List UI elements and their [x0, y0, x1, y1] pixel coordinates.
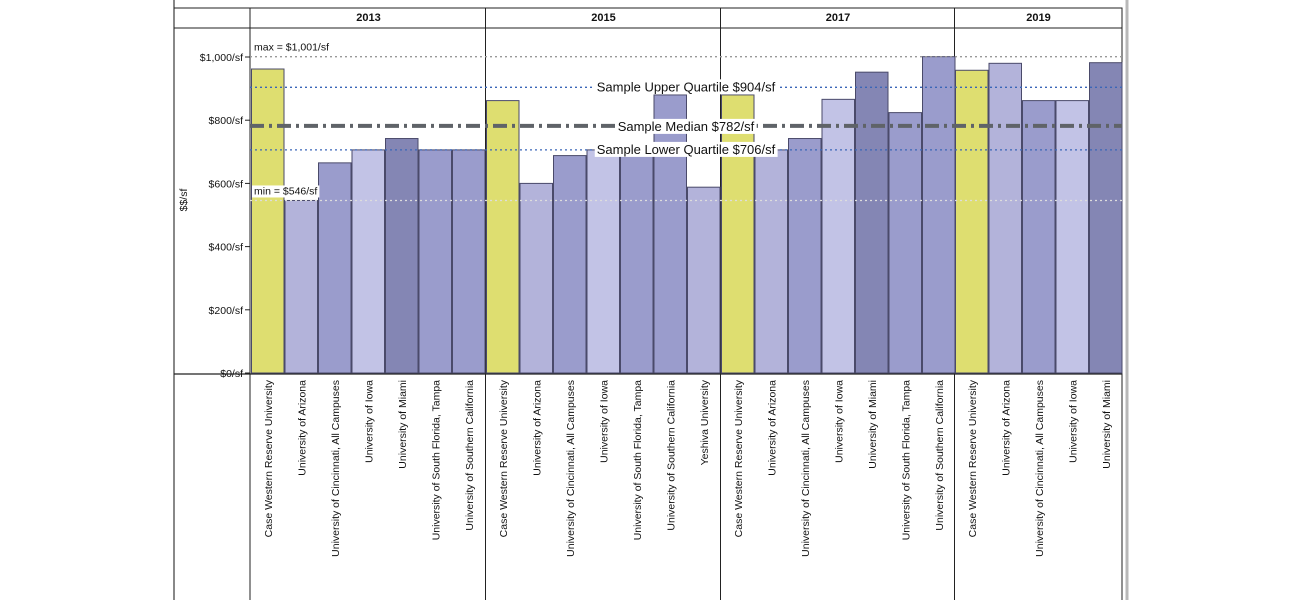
bar: [821, 98, 855, 374]
bar: [687, 186, 721, 374]
bar: [284, 199, 318, 374]
x-tick-label: Yeshiva University: [699, 379, 711, 465]
reference-label-lower-quartile-bg: [594, 141, 778, 157]
bar: [385, 138, 419, 374]
y-tick-label: $600/sf: [209, 178, 244, 190]
panel-year-2017: 2017: [826, 12, 850, 24]
bar: [519, 182, 553, 374]
x-tick-label: University of Southern California: [934, 380, 946, 531]
x-tick-label: University of Miami: [397, 380, 409, 469]
panel-year-2013: 2013: [356, 12, 380, 24]
y-tick-label: $800/sf: [209, 115, 244, 127]
x-tick-label: University of Miami: [1101, 380, 1113, 469]
bar: [855, 71, 889, 374]
x-tick-label: University of Cincinnati, All Campuses: [565, 380, 577, 557]
x-tick-label: Case Western Reserve University: [263, 379, 275, 537]
x-tick-label: University of Iowa: [1067, 380, 1079, 463]
bar: [988, 62, 1022, 374]
y-tick-label: $0/sf: [220, 368, 243, 380]
bar: [1089, 62, 1123, 374]
bar: [351, 149, 385, 374]
reference-label-upper-quartile: Sample Upper Quartile $904/sf: [597, 79, 776, 94]
x-tick-label: Case Western Reserve University: [498, 379, 510, 537]
reference-label-min: min = $546/sf: [254, 185, 317, 197]
reference-label-max: max = $1,001/sf: [254, 42, 329, 54]
x-tick-label: University of South Florida, Tampa: [632, 380, 644, 540]
reference-label-max-bg: [252, 41, 332, 54]
y-tick-label: $200/sf: [209, 305, 244, 317]
bar: [1022, 100, 1056, 374]
x-tick-label: University of Iowa: [598, 380, 610, 463]
reference-label-median-bg: [615, 118, 757, 134]
bar: [721, 94, 755, 374]
x-tick-label: University of Cincinnati, All Campuses: [800, 380, 812, 557]
x-tick-label: Case Western Reserve University: [967, 379, 979, 537]
x-tick-label: University of South Florida, Tampa: [900, 380, 912, 540]
x-tick-label: University of Cincinnati, All Campuses: [1034, 380, 1046, 557]
x-tick-label: Case Western Reserve University: [733, 379, 745, 537]
panel-year-2015: 2015: [591, 12, 615, 24]
x-tick-label: University of Southern California: [665, 380, 677, 531]
bar: [586, 149, 620, 374]
x-tick-label: University of Southern California: [464, 380, 476, 531]
bar: [620, 149, 654, 374]
bar: [955, 69, 989, 374]
bar: [754, 149, 788, 374]
x-tick-label: University of Iowa: [833, 380, 845, 463]
bar: [888, 112, 922, 374]
y-tick-label: $400/sf: [209, 242, 244, 254]
reference-label-upper-quartile-bg: [594, 79, 778, 95]
bar: [418, 149, 452, 374]
x-tick-label: University of Arizona: [296, 380, 308, 476]
bar: [318, 162, 352, 374]
y-tick-label: $1,000/sf: [200, 52, 243, 64]
x-tick-label: University of Miami: [867, 380, 879, 469]
x-tick-label: University of Cincinnati, All Campuses: [330, 380, 342, 557]
bar: [653, 94, 687, 374]
reference-label-lower-quartile: Sample Lower Quartile $706/sf: [597, 142, 776, 157]
bar: [1055, 100, 1089, 374]
x-tick-label: University of Arizona: [531, 380, 543, 476]
bar: [553, 155, 587, 374]
x-tick-label: University of South Florida, Tampa: [430, 380, 442, 540]
bar: [922, 56, 956, 374]
bar: [788, 138, 822, 374]
y-axis-label: $$/sf: [178, 189, 190, 212]
panel-year-2019: 2019: [1026, 12, 1050, 24]
bar: [251, 68, 285, 374]
x-tick-label: University of Iowa: [363, 380, 375, 463]
bar: [452, 149, 486, 374]
x-tick-label: University of Arizona: [1000, 380, 1012, 476]
reference-label-median: Sample Median $782/sf: [618, 119, 755, 134]
x-tick-label: University of Arizona: [766, 380, 778, 476]
bar: [486, 100, 520, 374]
reference-label-min-bg: [252, 185, 320, 198]
